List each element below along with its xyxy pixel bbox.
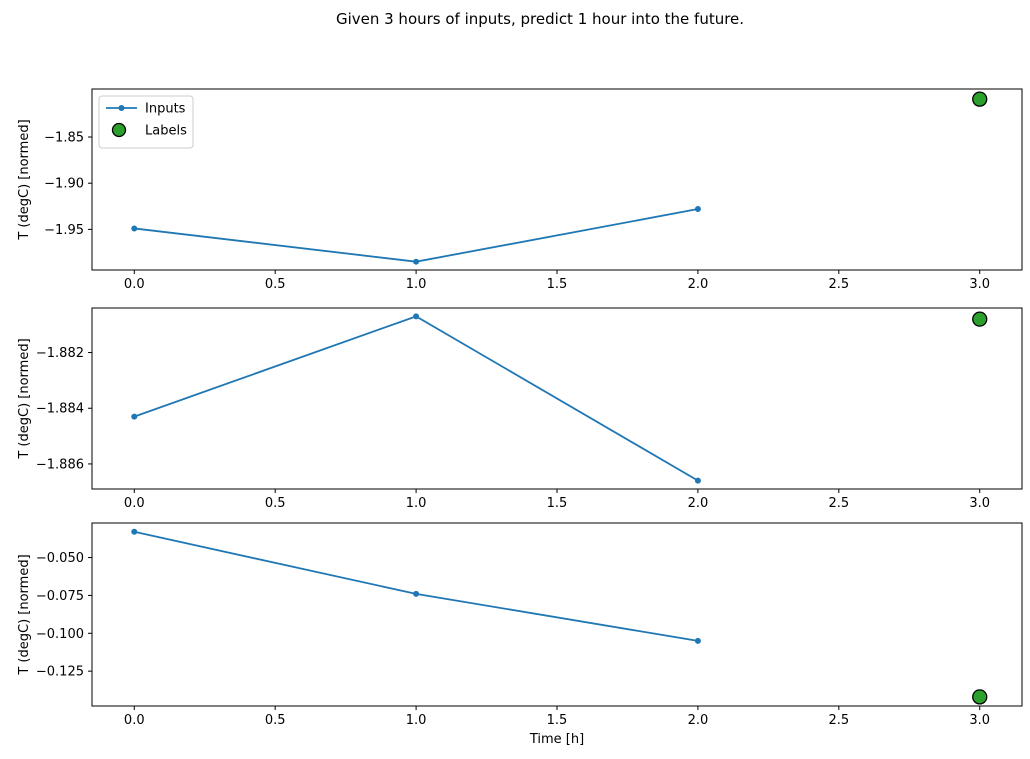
- inputs-line: [134, 208, 699, 263]
- inputs-marker: [413, 590, 420, 597]
- x-axis-label: Time [h]: [529, 732, 584, 747]
- y-tick-label: −0.075: [36, 589, 84, 604]
- y-axis-label: T (degC) [normed]: [17, 119, 32, 240]
- x-tick-label: 2.0: [688, 277, 709, 292]
- inputs-marker: [413, 258, 420, 265]
- subplot-2: 0.0 0.5 1.0 1.5 2.0 2.5 3.0 −1.882 −1.884 −1.886 T…: [17, 307, 1023, 511]
- inputs-line: [134, 530, 699, 642]
- legend-labels-marker: [111, 122, 127, 138]
- x-tick-label: 0.5: [265, 496, 286, 511]
- x-tick-label: 0.5: [265, 277, 286, 292]
- inputs-marker: [131, 413, 138, 420]
- x-tick-label: 0.0: [124, 713, 145, 728]
- y-tick-label: −1.886: [36, 457, 84, 472]
- legend-labels-label: Labels: [145, 124, 187, 139]
- x-tick-label: 3.0: [969, 277, 990, 292]
- inputs-marker: [413, 313, 420, 320]
- x-tick-label: 1.5: [547, 496, 568, 511]
- x-tick-label: 0.0: [124, 277, 145, 292]
- y-tick-label: −1.90: [44, 177, 84, 192]
- x-tick-label: 2.5: [828, 713, 849, 728]
- x-tick-label: 1.5: [547, 277, 568, 292]
- x-tick-label: 2.0: [688, 496, 709, 511]
- legend: Inputs Labels: [98, 95, 194, 149]
- x-tick-label: 2.0: [688, 713, 709, 728]
- x-tick-label: 1.5: [547, 713, 568, 728]
- subplot-3: 0.0 0.5 1.0 1.5 2.0 2.5 3.0 −0.050 −0.075 −0.100 −…: [17, 522, 1023, 747]
- x-tick-label: 0.5: [265, 713, 286, 728]
- x-tick-label: 3.0: [969, 713, 990, 728]
- x-tick-label: 2.5: [828, 277, 849, 292]
- y-axis-label: T (degC) [normed]: [17, 338, 32, 459]
- inputs-marker: [131, 528, 138, 535]
- y-tick-label: −0.100: [36, 627, 84, 642]
- inputs-marker: [694, 206, 701, 213]
- legend-inputs-label: Inputs: [145, 102, 186, 117]
- y-tick-label: −1.95: [44, 223, 84, 238]
- x-tick-label: 1.0: [406, 277, 427, 292]
- figure-title: Given 3 hours of inputs, predict 1 hour …: [335, 10, 745, 28]
- y-tick-label: −0.125: [36, 665, 84, 680]
- subplot-1: 0.0 0.5 1.0 1.5 2.0 2.5 3.0 −1.85 −1.90 −1.95 T (d…: [17, 88, 1023, 292]
- x-tick-label: 3.0: [969, 496, 990, 511]
- y-tick-label: −0.050: [36, 551, 84, 566]
- labels-marker: [972, 91, 988, 107]
- labels-marker: [972, 689, 988, 705]
- inputs-line: [133, 315, 699, 482]
- labels-marker: [972, 311, 988, 327]
- axes-frame: [91, 522, 1023, 707]
- inputs-marker: [131, 225, 138, 232]
- x-tick-label: 2.5: [828, 496, 849, 511]
- legend-inputs-marker: [118, 105, 125, 111]
- x-tick-label: 1.0: [406, 496, 427, 511]
- inputs-marker: [694, 477, 701, 484]
- x-tick-label: 0.0: [124, 496, 145, 511]
- x-tick-label: 1.0: [406, 713, 427, 728]
- y-tick-label: −1.85: [44, 131, 84, 146]
- y-tick-label: −1.882: [36, 346, 84, 361]
- axes-frame: [91, 88, 1023, 271]
- y-axis-label: T (degC) [normed]: [17, 554, 32, 675]
- inputs-marker: [694, 637, 701, 644]
- y-tick-label: −1.884: [36, 402, 84, 417]
